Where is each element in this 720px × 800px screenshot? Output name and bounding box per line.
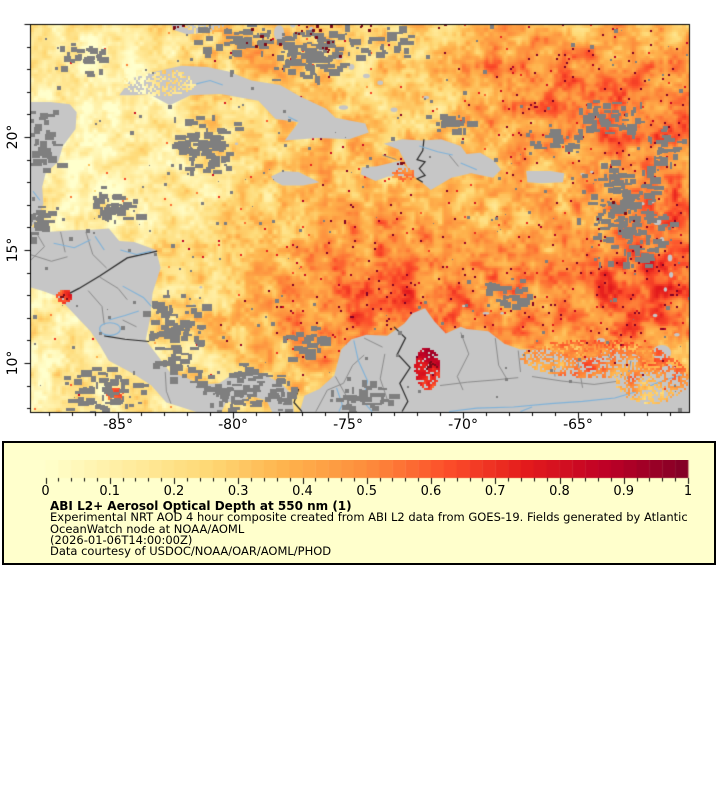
colorbar-tick-label: 0	[41, 484, 50, 499]
colorbar-canvas	[42, 460, 694, 488]
colorbar-tick-label: 0.7	[484, 484, 506, 499]
x-tick-label: -75°	[333, 417, 363, 433]
map-axis-labels: -85° -80° -75° -70° -65° 10° 15° 20°	[5, 124, 593, 433]
colorbar-tick-label: 0.2	[163, 484, 185, 499]
legend-timestamp: (2026-01-06T14:00:00Z)	[50, 532, 193, 547]
colorbar-tick-label: 0.9	[613, 484, 635, 499]
x-tick-label: -65°	[563, 417, 593, 433]
legend-title: ABI L2+ Aerosol Optical Depth at 550 nm …	[50, 499, 352, 513]
colorbar-tick-label: 0.8	[549, 484, 570, 499]
y-tick-label: 10°	[5, 350, 21, 376]
colorbar-tick-label: 0.6	[420, 484, 442, 499]
colorbar-tick-label: 0.3	[227, 484, 249, 499]
colorbar-tick-label: 0.5	[356, 484, 378, 499]
legend-description-line2: OceanWatch node at NOAA/AOML	[50, 521, 245, 536]
colorbar-tick-label: 0.4	[292, 484, 313, 499]
colorbar-tick-label: 1	[683, 484, 693, 499]
legend-panel: 0 0.1 0.2 0.3 0.4 0.5 0.6 0.7 0.8 0.9 1 ABI L2+ Ae…	[2, 441, 716, 565]
x-tick-label: -70°	[448, 417, 478, 433]
colorbar-tick-label: 0.1	[99, 484, 121, 499]
legend-courtesy: Data courtesy of USDOC/NOAA/OAR/AOML/PHO…	[50, 544, 332, 559]
aod-map-canvas	[0, 0, 720, 440]
x-tick-label: -80°	[218, 417, 248, 433]
y-tick-label: 15°	[5, 237, 21, 263]
x-tick-label: -85°	[103, 417, 133, 433]
legend-description-line1: Experimental NRT AOD 4 hour composite cr…	[50, 510, 688, 525]
y-tick-label: 20°	[5, 124, 21, 150]
legend-text-block: ABI L2+ Aerosol Optical Depth at 550 nm …	[50, 499, 700, 559]
